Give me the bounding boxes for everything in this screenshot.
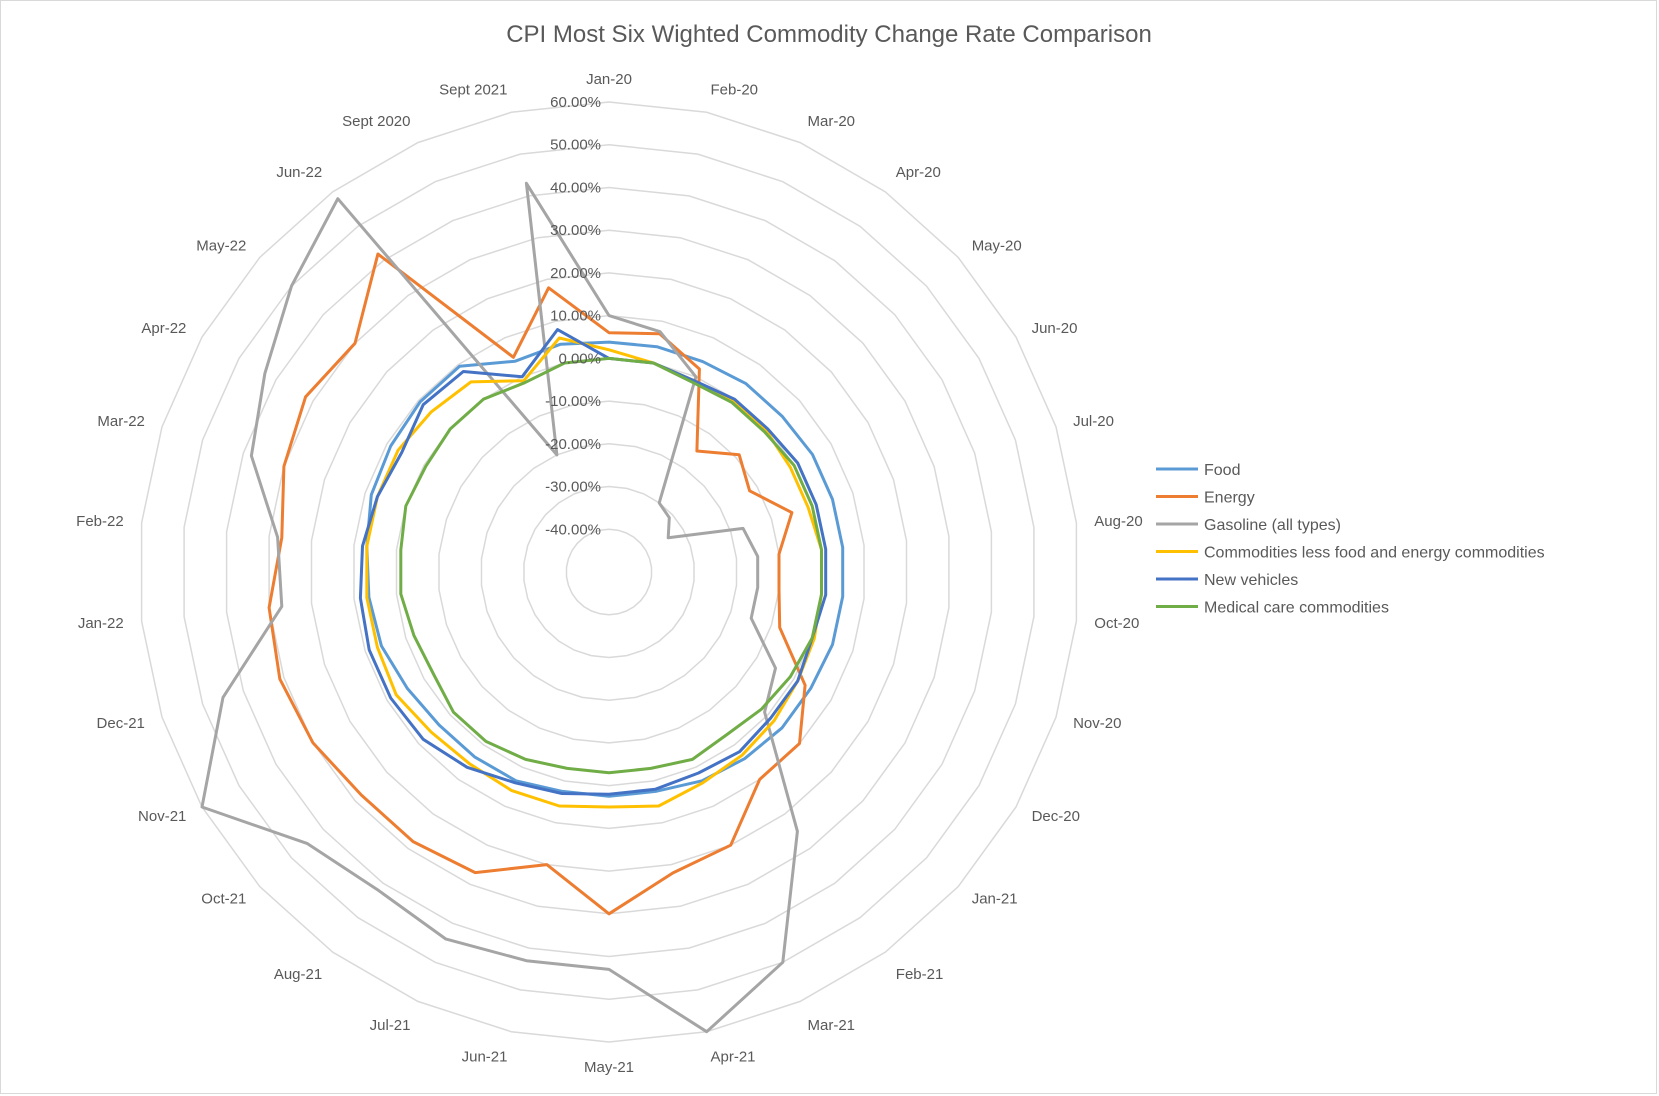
chart-title: CPI Most Six Wighted Commodity Change Ra…	[506, 21, 1152, 48]
grid-ring	[480, 443, 738, 701]
legend-label: Medical care commodities	[1204, 600, 1389, 617]
category-label: Jul-20	[1073, 413, 1114, 430]
category-label: Jul-21	[370, 1017, 411, 1034]
series-line	[365, 340, 845, 798]
category-labels: Jan-20 Feb-20 Mar-20 Apr-20 May-20 Jun-20 Jul-…	[76, 71, 1143, 1076]
legend-label: Commodities less food and energy commodi…	[1204, 545, 1545, 562]
category-label: Feb-21	[896, 966, 944, 983]
series-line	[365, 336, 823, 809]
category-label: Oct-20	[1094, 615, 1139, 632]
tick-label: 10.00%	[550, 308, 601, 325]
category-label: Aug-20	[1094, 513, 1142, 530]
category-label: Apr-20	[896, 164, 941, 181]
grid-ring	[353, 314, 865, 830]
series-line	[200, 181, 799, 1034]
category-label: Jan-22	[78, 615, 124, 632]
category-label: Feb-20	[711, 82, 759, 99]
category-label: Jun-20	[1032, 320, 1078, 337]
grid-ring	[140, 101, 1078, 1043]
grid-ring	[225, 186, 993, 958]
tick-label: -20.00%	[545, 436, 601, 453]
category-label: Sept 2020	[342, 113, 410, 130]
category-label: May-20	[972, 238, 1022, 255]
series-lines	[200, 181, 845, 1034]
grid-ring	[565, 528, 653, 616]
series-line	[358, 328, 828, 796]
tick-label: -40.00%	[545, 521, 601, 538]
category-label: Sept 2021	[439, 82, 507, 99]
category-label: Jun-21	[462, 1048, 508, 1065]
category-label: Mar-20	[808, 113, 856, 130]
category-label: Mar-22	[97, 413, 145, 430]
category-label: Jun-22	[276, 164, 322, 181]
tick-label: 40.00%	[550, 180, 601, 197]
tick-label: -30.00%	[545, 479, 601, 496]
radial-tick-labels: -40.00% -30.00% -20.00% -10.00% 0.00% 10.00% 2…	[545, 94, 601, 538]
tick-label: -10.00%	[545, 393, 601, 410]
tick-label: 50.00%	[550, 137, 601, 154]
category-label: May-22	[196, 238, 246, 255]
category-label: May-21	[584, 1059, 634, 1076]
legend-label: Energy	[1204, 490, 1255, 507]
category-label: Mar-21	[808, 1017, 856, 1034]
legend-label: New vehicles	[1204, 572, 1298, 589]
category-label: Nov-20	[1073, 715, 1121, 732]
category-label: Dec-20	[1032, 808, 1080, 825]
category-label: Apr-21	[711, 1048, 756, 1065]
series-line	[267, 252, 807, 916]
category-label: Apr-22	[141, 320, 186, 337]
legend-label: Food	[1204, 462, 1240, 479]
tick-label: 30.00%	[550, 222, 601, 239]
grid-ring	[523, 485, 695, 659]
legend: Food Energy Gasoline (all types) Commoditie…	[1156, 462, 1545, 617]
category-label: Feb-22	[76, 513, 124, 530]
category-label: Aug-21	[274, 966, 322, 983]
category-label: Jan-21	[972, 891, 1018, 908]
category-label: Dec-21	[97, 715, 145, 732]
radar-grid	[140, 101, 1078, 1043]
legend-label: Gasoline (all types)	[1204, 517, 1341, 534]
category-label: Jan-20	[586, 71, 632, 88]
tick-label: 0.00%	[558, 350, 601, 367]
grid-ring	[310, 272, 908, 872]
grid-ring	[183, 143, 1035, 1001]
category-label: Oct-21	[201, 891, 246, 908]
tick-label: 60.00%	[550, 94, 601, 111]
tick-label: 20.00%	[550, 265, 601, 282]
grid-ring	[438, 400, 780, 744]
series-line	[399, 356, 823, 775]
category-label: Nov-21	[138, 808, 186, 825]
